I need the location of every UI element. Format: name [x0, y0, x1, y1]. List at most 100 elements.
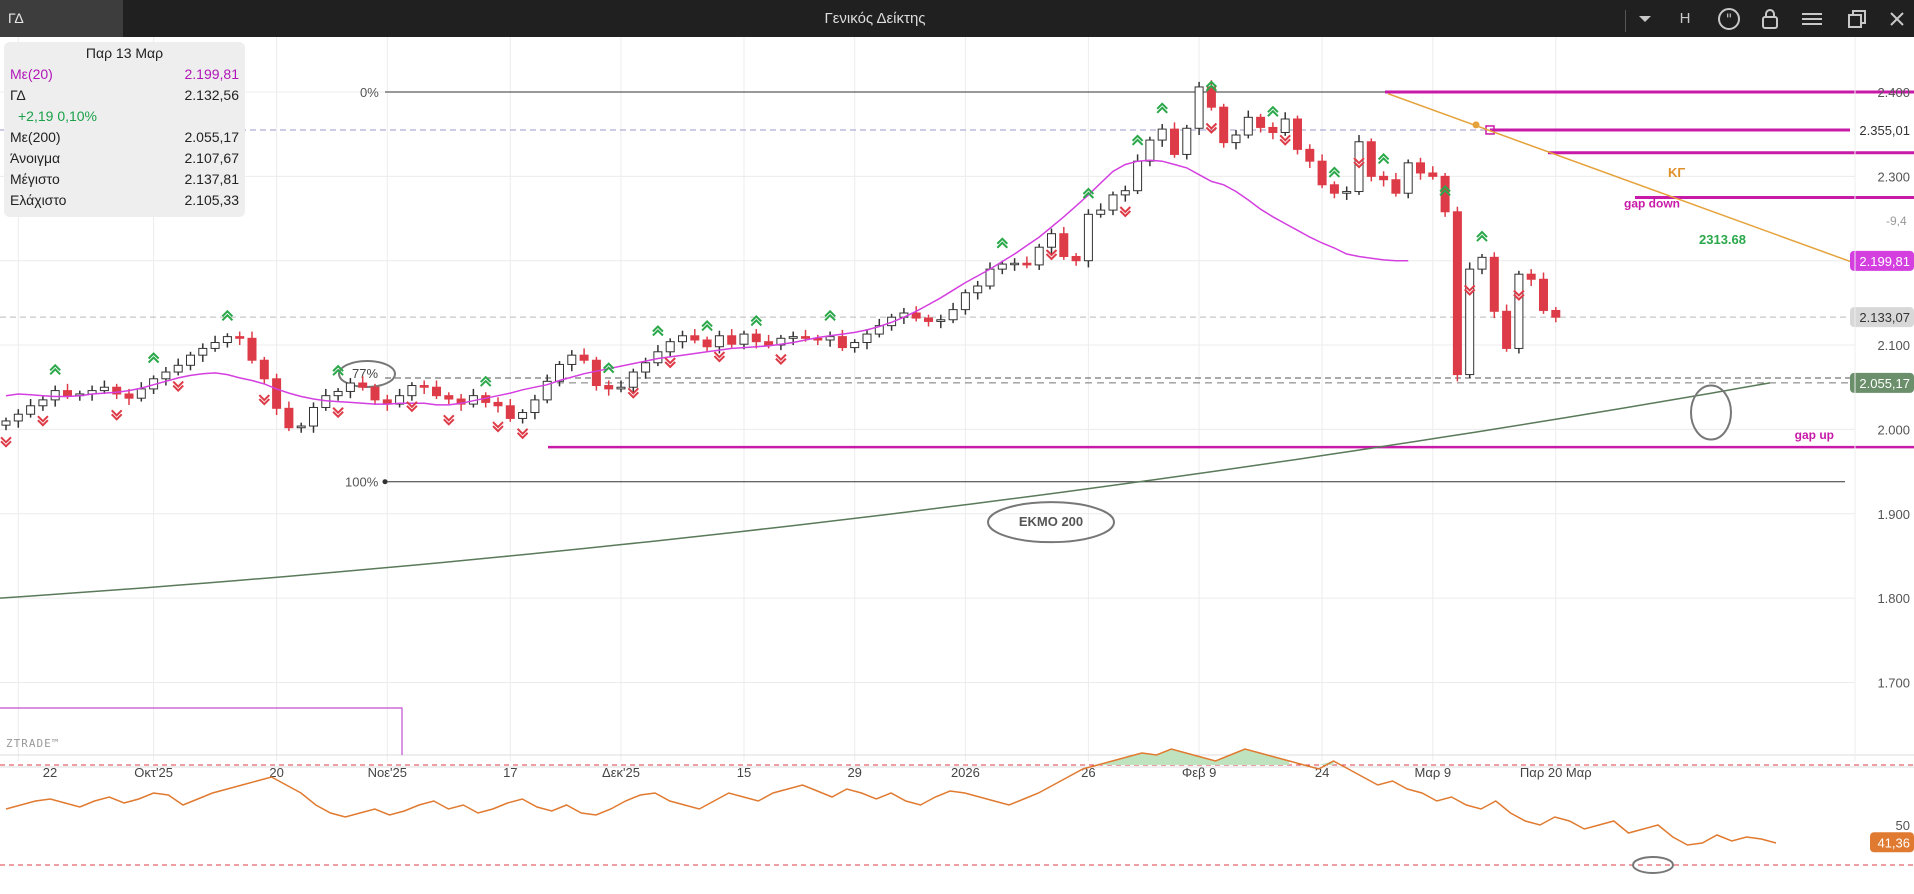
value-2313-label: 2313.68: [1699, 232, 1746, 247]
signal-down-icon: [1513, 289, 1525, 301]
toolbar-divider: [1625, 10, 1626, 32]
candle: [653, 351, 663, 364]
candle: [1280, 118, 1290, 133]
signal-up-icon: [996, 237, 1009, 249]
candle: [38, 399, 48, 407]
rsi-level-label: 50: [1896, 818, 1910, 833]
price-tick-label: 2.300: [1877, 169, 1910, 184]
info-row-change: +2,19 0,10%: [18, 108, 98, 124]
info-row-ma200: Με(200) 2.055,17: [10, 129, 239, 145]
signal-up-icon: [652, 325, 664, 337]
date-tick-label: Δεκ'25: [602, 765, 640, 780]
signal-down-icon: [1463, 284, 1476, 296]
price-tick-label: 2.100: [1877, 338, 1910, 353]
price-tick-label: 1.800: [1877, 591, 1910, 606]
candle: [936, 319, 946, 322]
candle: [444, 395, 454, 400]
candle: [1379, 175, 1389, 181]
signal-up-icon: [1267, 105, 1279, 117]
signal-down-icon: [627, 387, 640, 399]
signal-down-icon: [332, 407, 344, 419]
menu-icon[interactable]: [1797, 0, 1827, 37]
kg-label: ΚΓ: [1668, 165, 1685, 180]
date-tick-label: Παρ 20 Μαρ: [1520, 765, 1592, 780]
candle: [567, 354, 577, 365]
candle: [1477, 256, 1487, 270]
close-icon[interactable]: [1882, 0, 1912, 37]
signal-down-icon: [492, 421, 504, 433]
signal-down-icon: [1205, 122, 1218, 134]
fib-label-100: 100%: [345, 475, 379, 490]
candle: [210, 342, 220, 349]
candle: [1096, 209, 1106, 215]
candle: [222, 336, 232, 344]
candle: [419, 385, 429, 388]
ekmo-label: EKMO 200: [1019, 514, 1083, 529]
rsi-low-ellipse: [1632, 855, 1674, 874]
candle: [247, 337, 257, 361]
info-row-high: Μέγιστο 2.137,81: [10, 171, 239, 187]
candle: [1133, 160, 1143, 192]
quote-icon[interactable]: ": [1714, 0, 1744, 37]
candle: [63, 390, 72, 397]
signal-up-icon: [479, 375, 492, 387]
candle: [960, 292, 970, 311]
candle: [1170, 128, 1179, 155]
signal-down-icon: [0, 436, 12, 448]
candle: [198, 347, 208, 356]
price-tag-ma20: 2.199,81: [1859, 254, 1910, 269]
candle: [1034, 246, 1044, 266]
candle: [1145, 139, 1155, 162]
restore-icon[interactable]: [1842, 0, 1872, 37]
candle: [1071, 255, 1081, 262]
candle: [1194, 86, 1204, 129]
candle: [136, 388, 146, 399]
date-tick-label: 2026: [951, 765, 980, 780]
signal-down-icon: [443, 414, 455, 426]
candle: [395, 395, 405, 405]
candle: [862, 333, 872, 344]
ekmo-ellipse: [987, 501, 1115, 544]
price-tick-label: 2.000: [1877, 422, 1910, 437]
date-tick-label: 15: [737, 765, 751, 780]
candle: [985, 268, 995, 287]
signal-up-icon: [221, 309, 234, 322]
candle: [345, 382, 355, 392]
rsi-value-label: 41,36: [1877, 835, 1910, 850]
price-tag-2133: 2.133,07: [1859, 310, 1910, 325]
candle: [1, 420, 11, 426]
candle: [825, 336, 835, 341]
candle: [1182, 127, 1192, 155]
candle: [26, 405, 36, 415]
candle: [641, 362, 651, 373]
candle: [1219, 106, 1229, 144]
candle: [555, 363, 564, 382]
candle: [1120, 190, 1130, 196]
h-button[interactable]: H: [1679, 10, 1691, 27]
signal-up-icon: [750, 314, 763, 327]
candle: [1268, 126, 1278, 133]
candle: [874, 325, 884, 335]
chevron-down-icon[interactable]: [1630, 0, 1660, 37]
date-tick-label: 22: [43, 765, 57, 780]
candle: [493, 401, 503, 407]
date-tick-label: Μαρ 9: [1415, 765, 1452, 780]
candle: [13, 413, 23, 422]
candle: [1428, 172, 1438, 177]
signal-up-icon: [1377, 153, 1390, 165]
signal-up-icon: [1156, 102, 1168, 114]
trend-line: [1387, 92, 1856, 264]
signal-up-icon: [602, 362, 615, 374]
candle: [1416, 162, 1425, 174]
candle: [235, 336, 245, 339]
candle: [1059, 233, 1069, 257]
signal-down-icon: [775, 353, 787, 366]
lock-icon[interactable]: [1755, 0, 1785, 37]
symbol-tab[interactable]: ΓΔ: [0, 0, 123, 37]
candle: [1465, 268, 1475, 376]
price-chart[interactable]: 0% 100% 77% EKMO 200 gap down gap up ΚΓ 2313.68…: [0, 37, 1914, 894]
candle: [1293, 118, 1302, 150]
candle: [1108, 194, 1118, 211]
signal-up-icon: [1328, 166, 1341, 178]
signal-down-icon: [1279, 134, 1291, 146]
